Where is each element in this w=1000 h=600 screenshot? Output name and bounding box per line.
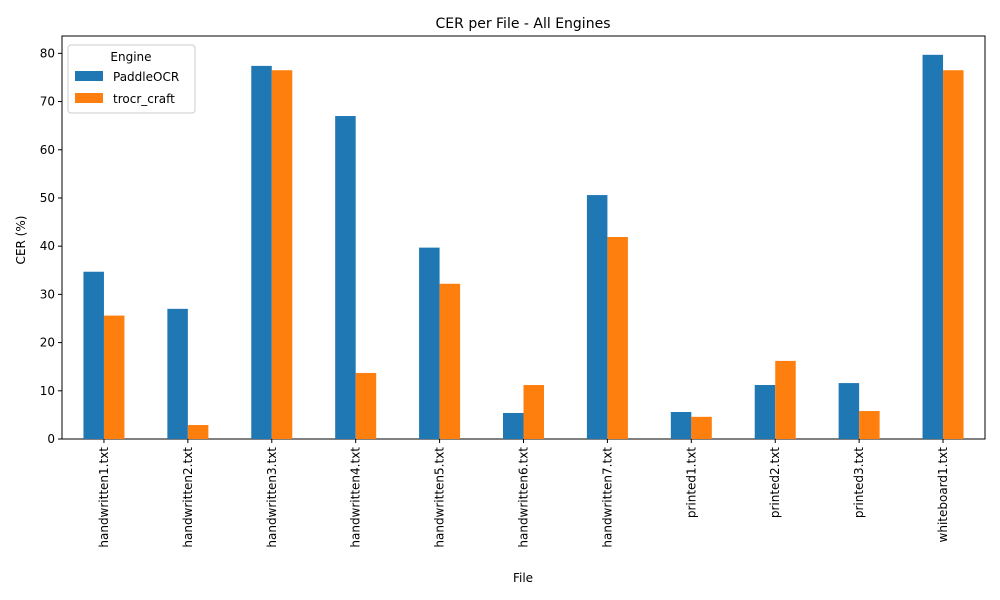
- y-tick-label: 80: [40, 46, 55, 60]
- x-tick-label: handwritten2.txt: [181, 447, 195, 548]
- bars-group: [83, 54, 964, 440]
- x-tick-label: handwritten3.txt: [265, 447, 279, 548]
- y-tick-label: 0: [47, 432, 55, 446]
- bar-trocr-craft-11: [943, 70, 964, 439]
- x-tick-label: whiteboard1.txt: [936, 447, 950, 543]
- y-tick-label: 30: [40, 287, 55, 301]
- x-tick-label: printed3.txt: [852, 447, 866, 518]
- y-axis-label: CER (%): [14, 216, 28, 265]
- x-axis: handwritten1.txt handwritten2.txt handwrit…: [97, 439, 950, 548]
- bar-paddleocr-10: [838, 383, 860, 439]
- x-axis-label: File: [513, 571, 533, 585]
- bar-paddleocr-7: [586, 195, 608, 439]
- x-tick-label: handwritten6.txt: [517, 447, 531, 548]
- bar-paddleocr-4: [335, 116, 356, 439]
- y-tick-label: 50: [40, 191, 55, 205]
- bar-trocr-craft-5: [439, 283, 461, 439]
- bar-trocr-craft-9: [775, 360, 796, 439]
- bar-trocr-craft-2: [187, 425, 209, 439]
- chart-title: CER per File - All Engines: [436, 16, 611, 32]
- x-tick-label: handwritten4.txt: [349, 447, 363, 548]
- bar-trocr-craft-8: [691, 416, 712, 439]
- y-tick-label: 60: [40, 143, 55, 157]
- y-tick-label: 40: [40, 239, 55, 253]
- bar-trocr-craft-3: [271, 70, 293, 439]
- legend-swatch-trocr-craft: [75, 93, 103, 103]
- plot-frame: [61, 35, 986, 440]
- bar-paddleocr-9: [754, 385, 776, 439]
- x-tick-label: handwritten5.txt: [433, 447, 447, 548]
- bar-paddleocr-3: [251, 65, 272, 439]
- y-axis: 0 10 20 30 40 50 60 70 80: [40, 46, 62, 446]
- bar-trocr-craft-1: [103, 315, 125, 439]
- y-tick-label: 70: [40, 95, 55, 109]
- bar-paddleocr-1: [83, 271, 104, 439]
- y-tick-label: 20: [40, 336, 55, 350]
- x-tick-label: handwritten1.txt: [97, 447, 111, 548]
- bar-paddleocr-6: [503, 412, 524, 439]
- legend-label-paddleocr: PaddleOCR: [113, 70, 179, 84]
- bar-trocr-craft-6: [523, 385, 544, 439]
- x-tick-label: printed2.txt: [768, 447, 782, 518]
- bar-paddleocr-8: [670, 412, 692, 439]
- legend: Engine PaddleOCR trocr_craft: [67, 44, 196, 114]
- bar-trocr-craft-10: [859, 411, 880, 439]
- x-tick-label: printed1.txt: [684, 447, 698, 518]
- y-tick-label: 10: [40, 384, 55, 398]
- legend-label-trocr-craft: trocr_craft: [113, 92, 175, 106]
- legend-title: Engine: [110, 50, 151, 64]
- legend-swatch-paddleocr: [75, 71, 103, 81]
- plot-area: [61, 35, 986, 440]
- bar-paddleocr-5: [419, 247, 440, 439]
- bar-trocr-craft-4: [355, 372, 377, 439]
- x-tick-label: handwritten7.txt: [600, 447, 614, 548]
- bar-paddleocr-2: [167, 308, 188, 439]
- bar-paddleocr-11: [922, 54, 944, 440]
- bar-trocr-craft-7: [607, 237, 628, 439]
